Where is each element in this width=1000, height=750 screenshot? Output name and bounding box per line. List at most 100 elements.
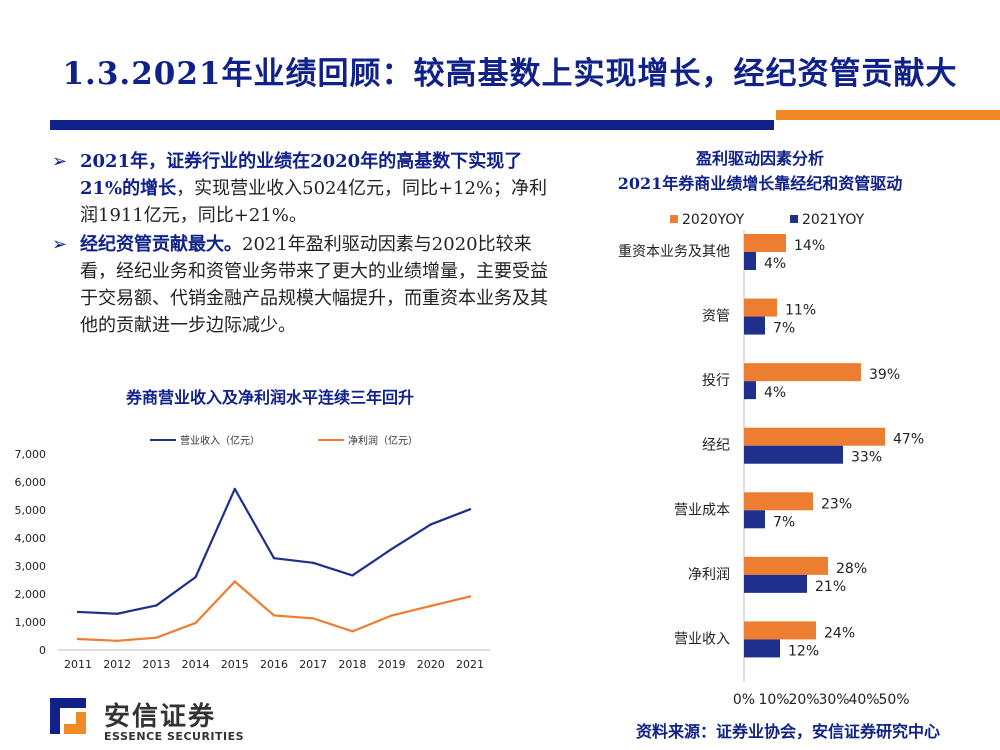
legend-swatch bbox=[670, 215, 678, 223]
x-tick-label: 30% bbox=[818, 692, 849, 708]
bullet-text: ，实现营业收入5024亿元，同比+12%；净利润1911亿元，同比+21%。 bbox=[80, 178, 548, 226]
data-label: 4% bbox=[764, 385, 786, 401]
data-label: 7% bbox=[773, 514, 795, 530]
x-tick-label: 40% bbox=[848, 692, 879, 708]
page-title: 1.3.2021年业绩回顾：较高基数上实现增长，经纪资管贡献大 bbox=[62, 56, 958, 92]
data-label: 14% bbox=[794, 238, 825, 254]
legend-label: 营业收入（亿元） bbox=[180, 434, 260, 447]
y-tick-label: 1,000 bbox=[15, 616, 47, 629]
data-point bbox=[155, 604, 158, 607]
bar bbox=[744, 252, 756, 270]
bar bbox=[744, 556, 828, 575]
data-point bbox=[272, 614, 276, 617]
data-point bbox=[468, 508, 472, 511]
data-label: 24% bbox=[824, 625, 855, 641]
bar bbox=[744, 363, 861, 382]
legend-label: 2021YOY bbox=[802, 212, 865, 228]
series-line bbox=[77, 580, 471, 642]
x-tick-label: 2011 bbox=[64, 658, 92, 671]
x-tick-label: 2016 bbox=[260, 658, 288, 671]
data-point bbox=[312, 617, 315, 620]
data-point bbox=[194, 575, 197, 579]
bar-chart-subtitle: 2021年券商业绩增长靠经纪和资管驱动 bbox=[617, 174, 903, 193]
logo-text-en: ESSENCE SECURITIES bbox=[104, 730, 245, 743]
logo-text-cn: 安信证券 bbox=[104, 702, 217, 732]
x-tick-label: 2015 bbox=[221, 658, 249, 671]
data-label: 12% bbox=[788, 643, 819, 659]
bar bbox=[744, 621, 816, 640]
bar-chart-title-block: 盈利驱动因素分析 2021年券商业绩增长靠经纪和资管驱动 bbox=[560, 146, 960, 196]
data-point bbox=[76, 637, 80, 641]
data-label: 4% bbox=[764, 256, 786, 272]
data-point bbox=[351, 630, 354, 633]
bullet-item: ➢ 经纪资管贡献最大。2021年盈利驱动因素与2020比较来看，经纪业务和资管业… bbox=[48, 231, 548, 339]
category-label: 营业收入 bbox=[674, 631, 730, 647]
bullet-bold-text: 经纪资管贡献最大。 bbox=[80, 234, 242, 255]
x-tick-label: 0% bbox=[733, 692, 755, 708]
data-point bbox=[233, 487, 236, 491]
data-point bbox=[194, 621, 197, 625]
data-point bbox=[390, 547, 393, 551]
x-tick-label: 2017 bbox=[299, 658, 327, 671]
arrow-bullet-icon: ➢ bbox=[52, 234, 68, 255]
y-tick-label: 4,000 bbox=[15, 532, 47, 545]
x-tick-label: 2013 bbox=[142, 658, 170, 671]
bar bbox=[744, 639, 780, 658]
x-tick-label: 2014 bbox=[182, 658, 210, 671]
bullet-list: ➢ 2021年，证券行业的业绩在2020年的高基数下实现了21%的增长，实现营业… bbox=[48, 148, 548, 341]
legend-swatch bbox=[790, 215, 798, 223]
x-tick-label: 20% bbox=[788, 692, 819, 708]
source-note: 资料来源：证券业协会，安信证券研究中心 bbox=[635, 722, 940, 741]
data-point bbox=[312, 561, 315, 565]
data-label: 39% bbox=[869, 367, 900, 383]
y-tick-label: 6,000 bbox=[15, 476, 47, 489]
bar bbox=[744, 381, 756, 400]
data-point bbox=[390, 614, 393, 617]
category-label: 经纪 bbox=[702, 438, 730, 454]
data-point bbox=[233, 580, 236, 583]
y-tick-label: 0 bbox=[39, 644, 46, 657]
x-tick-label: 2021 bbox=[456, 658, 484, 671]
data-point bbox=[429, 604, 432, 608]
bar-chart-title: 盈利驱动因素分析 bbox=[695, 149, 824, 168]
legend-label: 净利润（亿元） bbox=[348, 434, 418, 447]
bar bbox=[744, 234, 786, 252]
data-point bbox=[116, 612, 119, 615]
x-tick-label: 2012 bbox=[103, 658, 131, 671]
data-label: 33% bbox=[851, 450, 882, 466]
category-label: 重资本业务及其他 bbox=[618, 244, 730, 260]
y-tick-label: 3,000 bbox=[15, 560, 47, 573]
data-label: 47% bbox=[893, 432, 924, 448]
category-label: 投行 bbox=[702, 373, 730, 389]
bar bbox=[744, 445, 843, 464]
bar bbox=[744, 574, 807, 593]
bar bbox=[744, 492, 813, 511]
logo-mark-icon bbox=[50, 698, 86, 734]
bar bbox=[744, 298, 777, 317]
line-chart-title: 券商营业收入及净利润水平连续三年回升 bbox=[125, 388, 414, 407]
category-label: 净利润 bbox=[688, 567, 730, 583]
y-tick-label: 5,000 bbox=[15, 504, 47, 517]
data-point bbox=[468, 595, 472, 598]
data-point bbox=[116, 639, 119, 642]
arrow-bullet-icon: ➢ bbox=[52, 151, 68, 172]
data-point bbox=[351, 574, 354, 577]
category-label: 营业成本 bbox=[674, 502, 730, 518]
series-line bbox=[77, 487, 471, 615]
legend-label: 2020YOY bbox=[682, 212, 745, 228]
data-label: 7% bbox=[773, 321, 795, 337]
x-tick-label: 10% bbox=[758, 692, 789, 708]
category-label: 资管 bbox=[702, 309, 730, 325]
y-tick-label: 2,000 bbox=[15, 588, 47, 601]
data-point bbox=[76, 610, 80, 614]
bar bbox=[744, 427, 885, 446]
company-logo: 安信证券 ESSENCE SECURITIES bbox=[46, 690, 266, 746]
data-label: 21% bbox=[815, 579, 846, 595]
data-point bbox=[429, 523, 432, 526]
x-tick-label: 2019 bbox=[378, 658, 406, 671]
bar bbox=[744, 510, 765, 529]
x-tick-label: 50% bbox=[878, 692, 909, 708]
x-tick-label: 2018 bbox=[338, 658, 366, 671]
bullet-item: ➢ 2021年，证券行业的业绩在2020年的高基数下实现了21%的增长，实现营业… bbox=[48, 148, 548, 229]
data-label: 11% bbox=[785, 303, 816, 319]
